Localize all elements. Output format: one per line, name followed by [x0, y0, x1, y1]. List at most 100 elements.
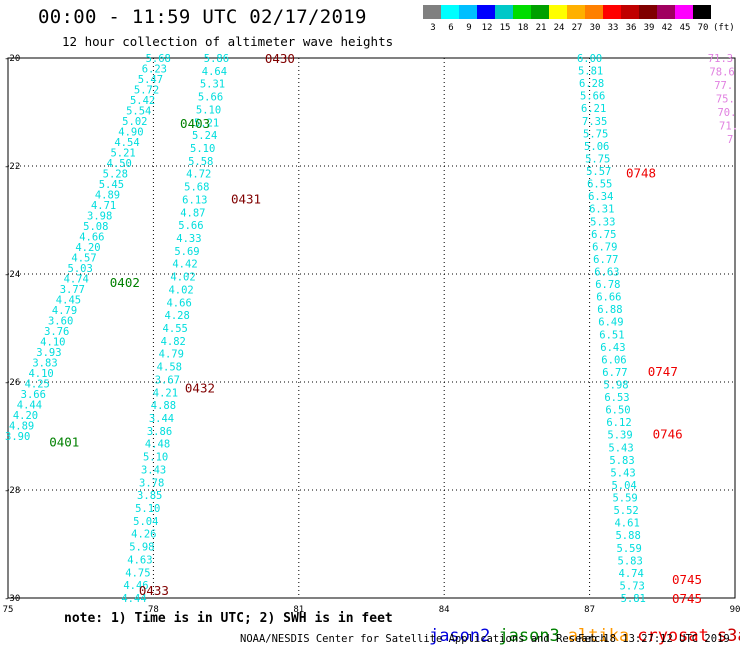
colorbar-swatch — [585, 5, 603, 19]
swh-value-2: 5.83 — [618, 555, 643, 567]
satellite-legend: jason2 jason3 altika cryosat s3a — [388, 606, 740, 666]
swh-value-1: 3.44 — [149, 413, 174, 425]
swh-value-2: 5.98 — [603, 380, 628, 392]
pass-time-label: 0745 — [672, 572, 702, 587]
swh-value-1: 6.13 — [182, 194, 207, 206]
colorbar-swatch — [513, 5, 531, 19]
swh-value-0: 5.02 — [122, 116, 147, 128]
swh-value-1: 4.66 — [166, 297, 191, 309]
swh-value-2: 5.81 — [621, 593, 646, 605]
swh-value-0: 5.28 — [103, 169, 128, 181]
swh-value-2: 6.63 — [594, 266, 619, 278]
swh-value-2: 5.81 — [578, 66, 603, 78]
swh-value-1: 4.79 — [159, 349, 184, 361]
colorbar-swatch — [675, 5, 693, 19]
colorbar-label: 21 — [536, 23, 547, 33]
x-tick-label: 87 — [584, 605, 595, 615]
swh-value-1: 4.26 — [131, 529, 156, 541]
swh-value-1: 4.63 — [127, 554, 152, 566]
swh-value-2: 7.35 — [582, 116, 607, 128]
y-tick-label: -26 — [4, 378, 20, 388]
swh-value-2: 6.79 — [592, 241, 617, 253]
swh-value-1: 4.87 — [180, 207, 205, 219]
swh-value-2: 6.88 — [597, 304, 622, 316]
swh-value-2: 5.59 — [612, 493, 637, 505]
swh-value-0: 4.54 — [114, 137, 139, 149]
swh-value-0: 6.23 — [142, 64, 167, 76]
swh-value-2: 6.50 — [605, 405, 630, 417]
y-tick-label: -28 — [4, 486, 20, 496]
colorbar-label: 3 — [430, 23, 435, 33]
altimeter-plot-page: 00:00 - 11:59 UTC 02/17/2019 12 hour col… — [3, 5, 740, 646]
swh-value-0: 3.90 — [5, 431, 30, 443]
swh-value-1: 5.10 — [135, 503, 160, 515]
y-tick-label: -22 — [4, 162, 20, 172]
swh-value-0: 3.98 — [87, 211, 112, 223]
legend-altika: altika — [567, 626, 630, 646]
footer-note: note: 1) Time is in UTC; 2) SWH is in fe… — [64, 611, 393, 626]
pass-time-label: 0430 — [265, 51, 295, 66]
swh-value-1: 5.86 — [204, 53, 229, 65]
page-subtitle: 12 hour collection of altimeter wave hei… — [62, 34, 394, 49]
swh-value-1: 5.66 — [198, 92, 223, 104]
swh-value-2: 5.75 — [585, 153, 610, 165]
swh-value-2: 5.66 — [580, 91, 605, 103]
swh-value-1: 4.44 — [121, 593, 146, 605]
swh-value-0: 4.20 — [13, 410, 38, 422]
swh-value-2: 6.31 — [589, 204, 614, 216]
swh-value-0: 4.10 — [28, 368, 53, 380]
swh-value-1: 5.58 — [188, 156, 213, 168]
pass-time-label: 0401 — [49, 434, 79, 449]
x-tick-label: 81 — [293, 605, 304, 615]
swh-value-1: 4.42 — [172, 259, 197, 271]
swh-value-1: 5.04 — [133, 516, 158, 528]
swh-value-2: 6.51 — [599, 329, 624, 341]
swh-value-2: 5.52 — [613, 505, 638, 517]
x-tick-label: 78 — [148, 605, 159, 615]
pass-time-label: 0433 — [139, 583, 169, 598]
swh-value-2: 5.06 — [584, 141, 609, 153]
swh-value-1: 4.21 — [153, 387, 178, 399]
colorbar-label: 24 — [554, 23, 565, 33]
swh-value-3: 77. — [714, 80, 733, 92]
colorbar-swatch — [603, 5, 621, 19]
swh-value-1: 5.21 — [194, 117, 219, 129]
swh-value-0: 3.76 — [44, 326, 69, 338]
swh-value-2: 4.61 — [614, 518, 639, 530]
swh-value-1: 5.10 — [190, 143, 215, 155]
colorbar-swatch — [423, 5, 441, 19]
colorbar-swatch — [567, 5, 585, 19]
swh-value-1: 4.46 — [123, 580, 148, 592]
legend-cryosat: cryosat — [637, 626, 709, 646]
pass-time-label: 0747 — [648, 364, 678, 379]
colorbar-label: 27 — [572, 23, 583, 33]
swh-value-1: 5.31 — [200, 79, 225, 91]
colorbar-swatch — [531, 5, 549, 19]
swh-value-2: 6.28 — [579, 78, 604, 90]
swh-value-1: 4.02 — [170, 272, 195, 284]
pass-time-label: 0746 — [653, 426, 683, 441]
colorbar-label: 33 — [608, 23, 619, 33]
colorbar-label: 9 — [466, 23, 471, 33]
y-tick-label: -24 — [4, 270, 20, 280]
swh-value-3: 71.3 — [708, 53, 733, 65]
swh-value-1: 5.69 — [174, 246, 199, 258]
pass-time-label: 0745 — [672, 591, 702, 606]
swh-value-1: 5.10 — [196, 104, 221, 116]
swh-value-1: 5.66 — [178, 220, 203, 232]
colorbar-swatch — [693, 5, 711, 19]
colorbar-label: 39 — [644, 23, 655, 33]
swh-value-1: 3.86 — [147, 426, 172, 438]
swh-value-2: 5.39 — [607, 430, 632, 442]
generated-timestamp: Feb 18 13:27:12 UTC 2019 — [578, 633, 730, 645]
swh-value-1: 5.98 — [129, 542, 154, 554]
colorbar-label: 6 — [448, 23, 453, 33]
legend-s3a: s3a — [716, 626, 740, 646]
swh-value-2: 5.43 — [610, 467, 635, 479]
swh-value-2: 5.88 — [615, 530, 640, 542]
swh-value-2: 5.59 — [617, 543, 642, 555]
colorbar-swatch — [639, 5, 657, 19]
swh-value-2: 6.66 — [596, 292, 621, 304]
colorbar-unit: (ft) — [713, 23, 735, 33]
swh-value-2: 6.00 — [577, 53, 602, 65]
